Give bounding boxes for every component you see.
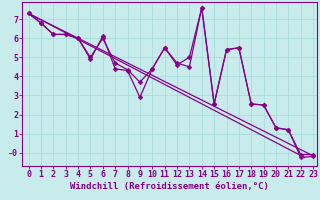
X-axis label: Windchill (Refroidissement éolien,°C): Windchill (Refroidissement éolien,°C) — [70, 182, 269, 191]
